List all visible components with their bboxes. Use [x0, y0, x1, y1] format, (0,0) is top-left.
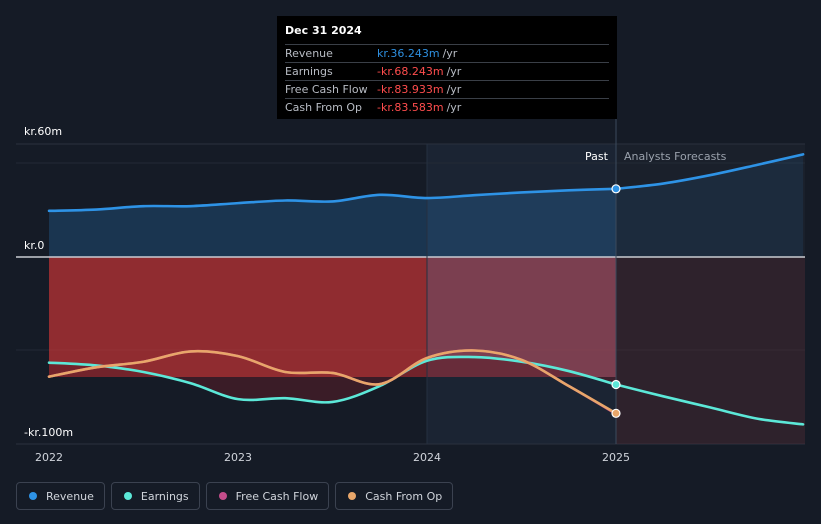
earnings-loss-area: [49, 257, 427, 377]
tooltip-value: -kr.83.583m: [377, 101, 444, 114]
revenue-line: [47, 187, 618, 213]
x-tick-2025: 2025: [602, 451, 630, 464]
tooltip-value: kr.36.243m: [377, 47, 440, 60]
chart-legend: Revenue Earnings Free Cash Flow Cash Fro…: [16, 482, 454, 510]
revenue-point: [611, 184, 621, 194]
forecast-label: Analysts Forecasts: [624, 150, 727, 163]
x-tick-2024: 2024: [413, 451, 441, 464]
forecast-loss-area: [616, 257, 805, 444]
legend-dot-icon: [348, 492, 357, 500]
tooltip-value: -kr.83.933m: [377, 83, 444, 96]
tooltip-label: Free Cash Flow: [285, 83, 368, 96]
earnings-area-lower: [49, 356, 616, 403]
cash-from-op-line: [47, 349, 618, 415]
tooltip-row-fcf: Free Cash Flow -kr.83.933m /yr: [285, 80, 609, 98]
tooltip-row-earnings: Earnings -kr.68.243m /yr: [285, 62, 609, 80]
legend-item-cash-from-op[interactable]: Cash From Op: [335, 482, 454, 510]
data-tooltip: Dec 31 2024 Revenue kr.36.243m /yr Earni…: [277, 16, 617, 119]
legend-dot-icon: [29, 492, 37, 500]
past-label: Past: [585, 150, 608, 163]
legend-item-earnings[interactable]: Earnings: [110, 482, 200, 510]
y-tick-zero: kr.0: [24, 239, 45, 252]
tooltip-value: -kr.68.243m: [377, 65, 444, 78]
y-tick-top: kr.60m: [24, 125, 63, 138]
revenue-forecast-area: [616, 154, 804, 257]
tooltip-date: Dec 31 2024: [285, 24, 362, 37]
tooltip-row-revenue: Revenue kr.36.243m /yr: [285, 44, 609, 62]
tooltip-unit: /yr: [442, 47, 458, 60]
legend-label: Earnings: [140, 489, 189, 503]
tooltip-row-cfo: Cash From Op -kr.83.583m /yr: [285, 98, 609, 116]
legend-dot-icon: [123, 492, 132, 500]
tooltip-unit: /yr: [446, 65, 462, 78]
earnings-line: [47, 355, 618, 404]
cash-from-op-point: [611, 408, 621, 418]
legend-dot-icon: [218, 492, 227, 500]
legend-item-free-cash-flow[interactable]: Free Cash Flow: [205, 482, 330, 510]
y-tick-bottom: -kr.100m: [24, 426, 74, 439]
revenue-area: [49, 188, 616, 257]
legend-label: Free Cash Flow: [235, 489, 319, 503]
x-tick-2022: 2022: [35, 451, 63, 464]
legend-item-revenue[interactable]: Revenue: [16, 482, 105, 510]
tooltip-label: Earnings: [285, 65, 333, 78]
tooltip-label: Revenue: [285, 47, 333, 60]
tooltip-label: Cash From Op: [285, 101, 363, 114]
x-tick-2023: 2023: [224, 451, 252, 464]
legend-label: Revenue: [46, 489, 94, 503]
tooltip-unit: /yr: [446, 101, 462, 114]
forecast-region: [616, 144, 805, 444]
earnings-forecast-line: [614, 383, 805, 426]
legend-label: Cash From Op: [365, 489, 443, 503]
tooltip-unit: /yr: [446, 83, 462, 96]
earnings-point: [611, 379, 621, 390]
revenue-forecast-line: [614, 153, 805, 191]
